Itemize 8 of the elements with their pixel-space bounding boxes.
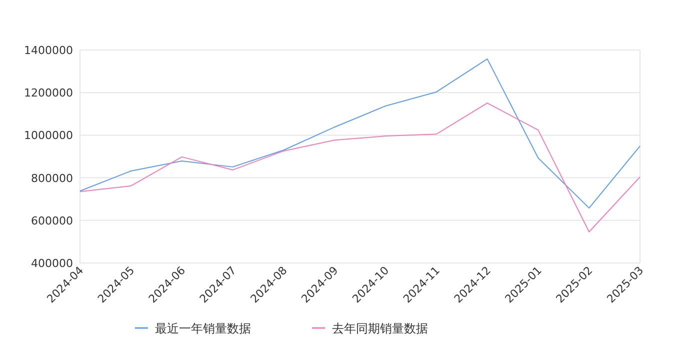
y-tick-label: 600000: [31, 214, 73, 228]
y-tick-label: 1000000: [24, 129, 73, 142]
legend-label: 去年同期销量数据: [332, 322, 428, 336]
y-tick-label: 1400000: [24, 44, 73, 57]
legend-label: 最近一年销量数据: [155, 322, 251, 336]
y-tick-label: 1200000: [24, 86, 73, 100]
y-tick-label: 400000: [31, 257, 73, 270]
y-tick-label: 800000: [31, 172, 73, 185]
